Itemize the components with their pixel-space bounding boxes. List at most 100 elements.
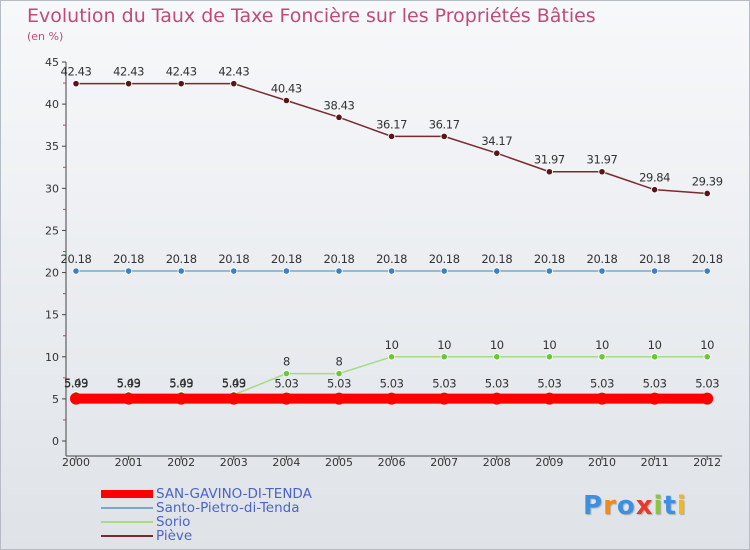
data-label-pi-ve: 38.43 <box>324 98 355 112</box>
data-label-santo-pietro-di-tenda: 20.18 <box>534 252 565 266</box>
data-label-san-gavino-di-tenda: 5.03 <box>169 377 193 391</box>
data-point-san-gavino-di-tenda <box>385 392 398 405</box>
legend-label: Santo-Pietro-di-Tenda <box>156 500 300 516</box>
data-label-sorio: 10 <box>542 338 556 352</box>
data-label-san-gavino-di-tenda: 5.03 <box>695 377 719 391</box>
data-point-pi-ve <box>440 132 448 140</box>
data-label-sorio: 8 <box>283 355 290 369</box>
data-point-pi-ve <box>598 168 606 176</box>
data-label-santo-pietro-di-tenda: 20.18 <box>166 252 197 266</box>
data-point-sorio <box>545 353 554 361</box>
y-tick-label: 15 <box>45 309 59 322</box>
data-label-santo-pietro-di-tenda: 20.18 <box>324 252 355 266</box>
y-tick-label: 45 <box>45 56 59 69</box>
data-point-santo-pietro-di-tenda <box>335 267 343 275</box>
data-point-sorio <box>335 370 343 378</box>
data-point-santo-pietro-di-tenda <box>230 267 238 275</box>
data-label-san-gavino-di-tenda: 5.03 <box>485 377 509 391</box>
data-point-pi-ve <box>703 189 711 198</box>
y-tick-label: 30 <box>45 182 59 195</box>
data-point-pi-ve <box>125 80 133 88</box>
data-label-sorio: 10 <box>385 338 399 352</box>
data-label-pi-ve: 36.17 <box>376 117 407 131</box>
legend-label: Sorio <box>156 514 191 530</box>
data-point-santo-pietro-di-tenda <box>72 267 80 275</box>
data-point-pi-ve <box>177 80 185 88</box>
data-point-pi-ve <box>493 149 501 157</box>
data-point-sorio <box>650 353 659 361</box>
data-label-san-gavino-di-tenda: 5.03 <box>432 377 456 391</box>
data-label-pi-ve: 31.97 <box>534 153 565 167</box>
data-label-san-gavino-di-tenda: 5.03 <box>274 377 298 391</box>
data-label-santo-pietro-di-tenda: 20.18 <box>587 252 618 266</box>
data-label-pi-ve: 34.17 <box>481 134 512 148</box>
data-label-sorio: 8 <box>336 355 343 369</box>
data-label-sorio: 10 <box>437 338 451 352</box>
data-label-santo-pietro-di-tenda: 20.18 <box>113 252 144 266</box>
x-tick-label: 2010 <box>588 456 616 469</box>
x-tick-label: 2006 <box>378 456 406 469</box>
data-point-santo-pietro-di-tenda <box>650 267 659 275</box>
legend-item: Sorio <box>101 515 312 529</box>
data-label-pi-ve: 40.43 <box>271 81 302 95</box>
data-point-sorio <box>282 370 290 378</box>
data-label-san-gavino-di-tenda: 5.03 <box>380 377 404 391</box>
data-point-sorio <box>493 353 501 361</box>
data-label-sorio: 10 <box>490 338 504 352</box>
data-label-pi-ve: 42.43 <box>113 65 144 79</box>
data-label-santo-pietro-di-tenda: 20.18 <box>481 252 512 266</box>
legend-label: SAN-GAVINO-DI-TENDA <box>156 486 312 502</box>
data-label-sorio: 5.49 <box>169 376 193 390</box>
data-point-santo-pietro-di-tenda <box>493 267 501 275</box>
data-label-pi-ve: 42.43 <box>166 65 197 79</box>
data-point-sorio <box>703 353 711 361</box>
chart-legend: SAN-GAVINO-DI-TENDA Santo-Pietro-di-Tenda… <box>101 487 312 543</box>
y-tick-label: 20 <box>45 267 59 280</box>
data-label-santo-pietro-di-tenda: 20.18 <box>271 252 302 266</box>
data-label-pi-ve: 36.17 <box>429 117 460 131</box>
y-tick-label: 35 <box>45 140 59 153</box>
data-label-santo-pietro-di-tenda: 20.18 <box>376 252 407 266</box>
data-point-san-gavino-di-tenda <box>70 392 82 405</box>
data-point-san-gavino-di-tenda <box>701 392 714 405</box>
data-point-santo-pietro-di-tenda <box>125 267 133 275</box>
data-point-sorio <box>387 353 396 361</box>
data-point-santo-pietro-di-tenda <box>387 267 396 275</box>
data-label-sorio: 5.49 <box>64 376 88 390</box>
data-label-sorio: 10 <box>648 338 662 352</box>
data-point-san-gavino-di-tenda <box>648 392 661 405</box>
x-tick-label: 2012 <box>693 456 721 469</box>
data-label-sorio: 5.49 <box>117 376 141 390</box>
data-point-pi-ve <box>387 132 396 140</box>
data-label-san-gavino-di-tenda: 5.03 <box>117 377 141 391</box>
data-label-pi-ve: 29.84 <box>639 171 670 185</box>
chart-unit: (en %) <box>27 30 64 43</box>
data-label-san-gavino-di-tenda: 5.03 <box>537 377 561 391</box>
data-label-san-gavino-di-tenda: 5.03 <box>64 377 88 391</box>
data-point-santo-pietro-di-tenda <box>703 267 711 275</box>
legend-item: SAN-GAVINO-DI-TENDA <box>101 487 312 501</box>
x-tick-label: 2002 <box>167 456 195 469</box>
data-point-pi-ve <box>650 186 659 194</box>
data-label-san-gavino-di-tenda: 5.03 <box>327 377 351 391</box>
y-tick-label: 0 <box>52 435 59 448</box>
legend-item: Piève <box>101 529 312 543</box>
data-point-sorio <box>440 353 448 361</box>
data-label-sorio: 10 <box>700 338 714 352</box>
x-tick-label: 2009 <box>535 456 563 469</box>
data-point-san-gavino-di-tenda <box>280 392 293 405</box>
data-point-sorio <box>598 353 606 361</box>
data-point-santo-pietro-di-tenda <box>282 267 290 275</box>
data-point-san-gavino-di-tenda <box>543 392 556 405</box>
data-point-san-gavino-di-tenda <box>333 392 345 405</box>
x-tick-label: 2000 <box>62 456 90 469</box>
data-point-pi-ve <box>545 168 554 176</box>
data-label-santo-pietro-di-tenda: 20.18 <box>61 252 92 266</box>
data-label-san-gavino-di-tenda: 5.03 <box>222 377 246 391</box>
data-label-santo-pietro-di-tenda: 20.18 <box>692 252 723 266</box>
data-point-pi-ve <box>282 96 290 105</box>
data-label-sorio: 5.49 <box>222 376 246 390</box>
data-point-santo-pietro-di-tenda <box>177 267 185 275</box>
y-tick-label: 25 <box>45 224 59 237</box>
